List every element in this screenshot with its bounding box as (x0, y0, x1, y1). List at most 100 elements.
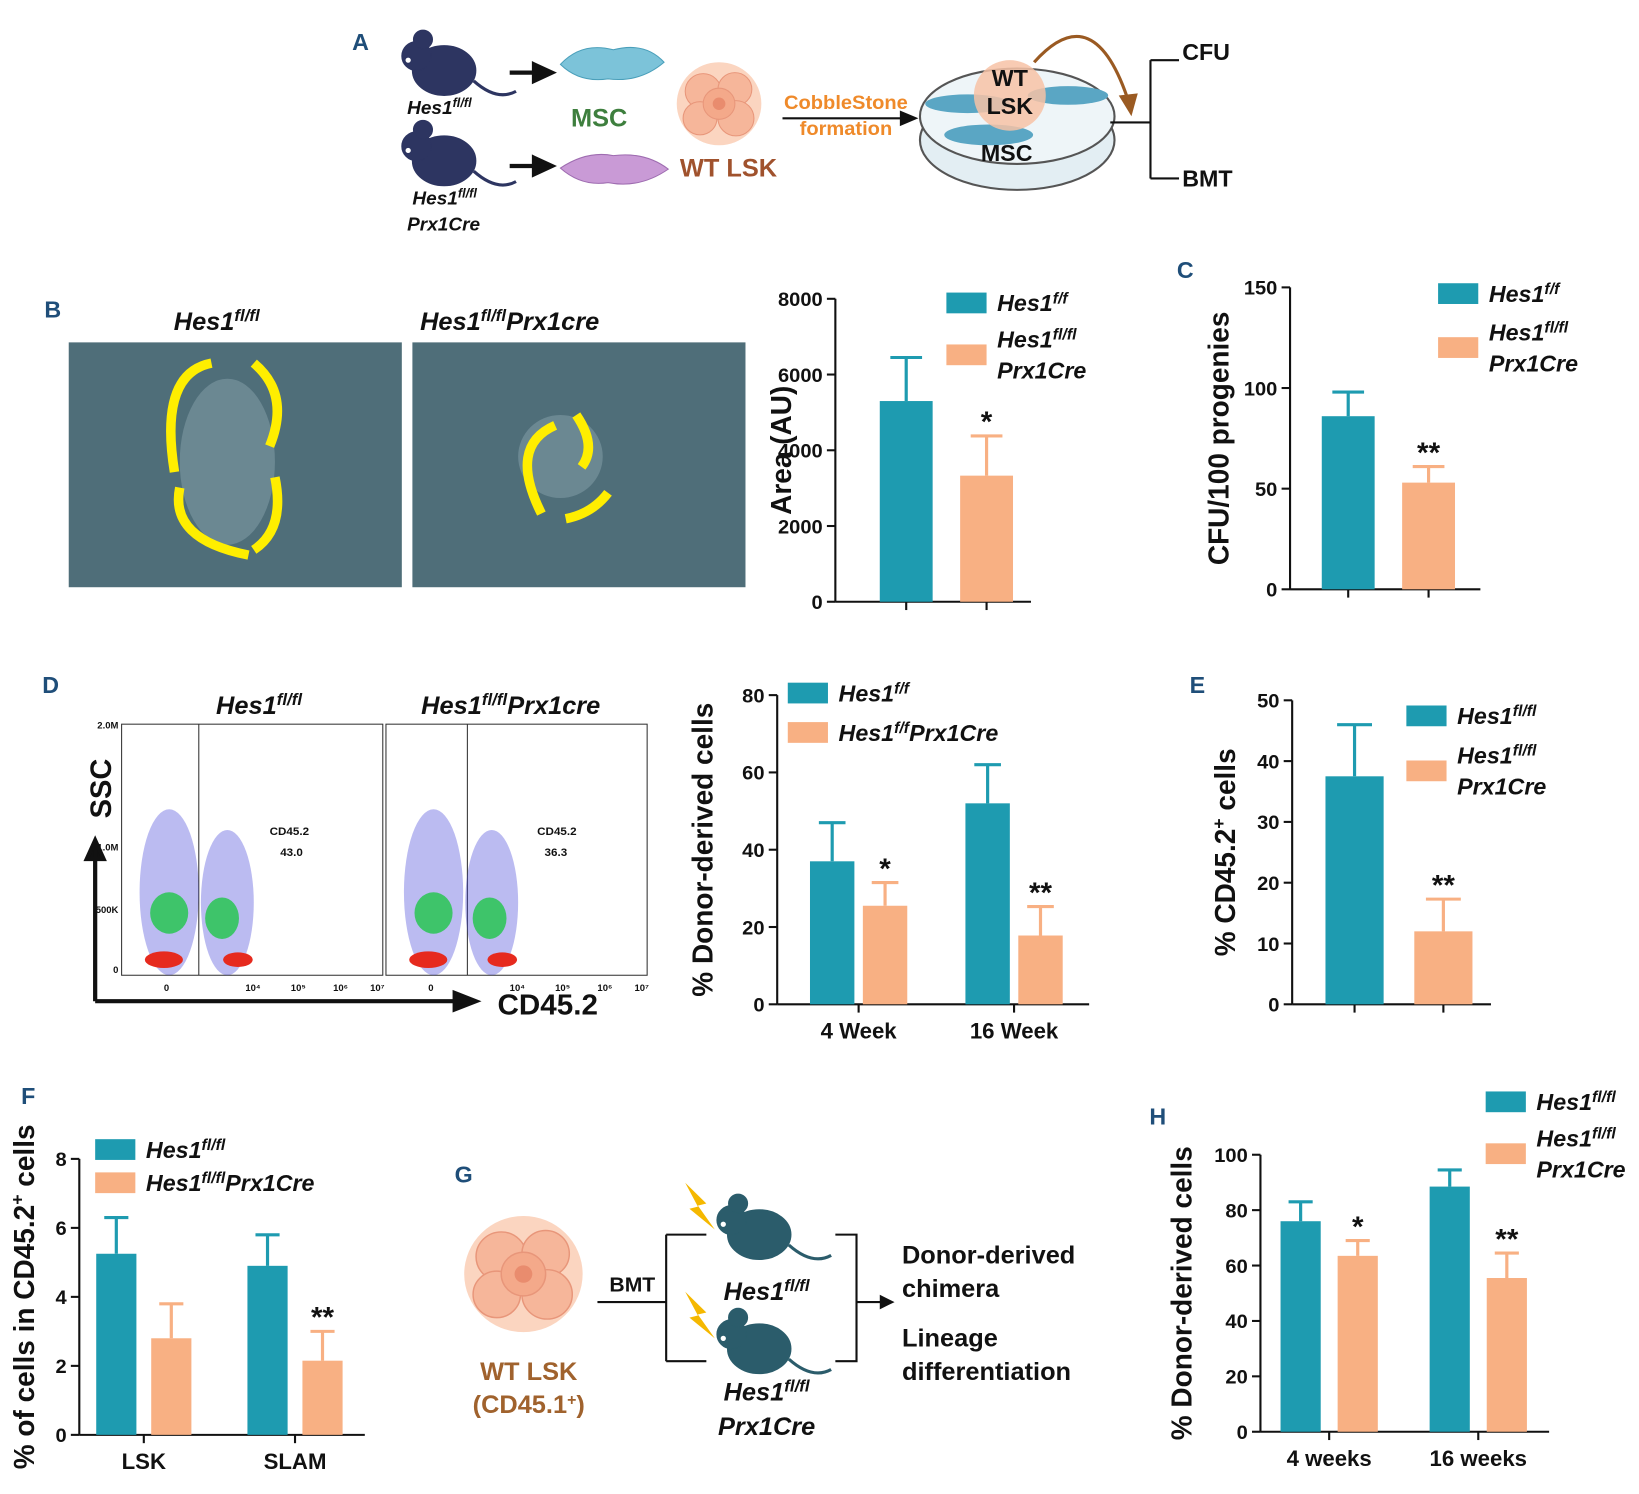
tick-label: 10⁷ (370, 982, 385, 993)
panel-label: H (1149, 1104, 1166, 1130)
text-part: Hes1 (1489, 320, 1545, 346)
y-tick-label: 40 (1257, 752, 1279, 774)
label: Donor-derived (902, 1242, 1075, 1270)
text-part: f/f (1544, 281, 1561, 298)
text-part: f/f (1053, 290, 1070, 307)
y-tick-label: 6000 (778, 365, 823, 387)
y-tick-label: 0 (812, 592, 823, 614)
text-part: % Donor-derived cells (686, 703, 718, 997)
legend-label: Hes1fl/fl (1489, 319, 1569, 345)
label: Lineage (902, 1325, 998, 1353)
gate-value: 36.3 (545, 847, 568, 859)
y-axis-label: % Donor-derived cells (686, 703, 718, 997)
legend-swatch (946, 292, 987, 314)
error-bar (104, 1215, 129, 1254)
legend-swatch (95, 1139, 136, 1160)
bar (862, 905, 908, 1005)
bar (151, 1338, 192, 1435)
legend-swatch (1406, 705, 1447, 727)
panel-label: D (42, 672, 59, 698)
mouse-label: Hes1fl/fl (407, 96, 472, 118)
label: differentiation (902, 1358, 1071, 1386)
y-tick-label: 4 (55, 1287, 66, 1309)
tick-label: 2.0M (97, 719, 118, 730)
gate-value: 43.0 (280, 847, 303, 859)
legend-label: Hes1fl/fl (146, 1137, 226, 1163)
bar (1280, 1221, 1321, 1432)
error-bar (970, 434, 1003, 476)
y-tick-label: 30 (1257, 812, 1279, 834)
label: (CD45.1+) (473, 1391, 585, 1419)
error-bar (1425, 897, 1461, 932)
panel-label: E (1190, 672, 1206, 698)
panel-label: F (21, 1083, 35, 1109)
x-tick-label: LSK (122, 1449, 167, 1474)
y-axis-label: CFU/100 progenies (1202, 312, 1234, 566)
x-tick-label: 4 Week (821, 1019, 898, 1044)
label: formation (800, 118, 893, 140)
msc-cell (559, 46, 665, 81)
axis-arrows (83, 835, 482, 1013)
text-part: Hes1 (839, 681, 895, 707)
text-part: Hes1 (997, 290, 1053, 316)
msc-cell (1027, 86, 1109, 105)
gate-label: CD45.2 (537, 826, 576, 838)
label: BMT (1182, 166, 1232, 192)
error-bar (310, 1329, 335, 1361)
outline (522, 412, 612, 524)
text-part: Hes1 (146, 1137, 202, 1163)
legend-swatch (1438, 337, 1479, 358)
mouse-label: Hes1fl/fl (724, 1376, 810, 1406)
text-part: Hes1 (1489, 281, 1545, 307)
error-bar (974, 763, 1001, 804)
legend-label: Hes1fl/fl (1536, 1089, 1616, 1115)
legend-label: Prx1Cre (1489, 351, 1578, 377)
significance: * (981, 406, 993, 439)
irradiation (685, 1291, 715, 1339)
y-tick-label: 60 (1225, 1256, 1247, 1278)
legend-swatch (1406, 760, 1447, 782)
error-bar (1332, 390, 1365, 417)
text-part: fl/fl (1592, 1125, 1616, 1142)
label: MSC (981, 140, 1033, 166)
bar (809, 861, 855, 1005)
mouse-label: Prx1Cre (407, 213, 480, 234)
legend-label: Hes1f/fPrx1Cre (839, 719, 999, 745)
y-tick-label: 50 (1255, 479, 1277, 501)
text-part: Area (AU) (765, 386, 797, 515)
bar-chart: 0 20 40 60 80 % Donor-derived cells 4 Week * 16 … (686, 680, 1090, 1044)
tick-label: 10⁵ (291, 982, 306, 993)
text-part: fl/fl (202, 1137, 226, 1154)
bar (96, 1253, 137, 1435)
y-tick-label: 0 (1266, 580, 1277, 602)
error-bar (871, 881, 899, 906)
diagram-a: A Hes1fl/fl Hes1fl/fl Prx1Cre MSC WT LSK… (352, 28, 1233, 234)
mouse-label: Hes1fl/fl (412, 187, 477, 209)
plot-frame (121, 723, 384, 976)
bar (1402, 482, 1456, 590)
text-part: % Donor-derived cells (1165, 1146, 1197, 1440)
y-tick-label: 2 (55, 1356, 66, 1378)
error-bar (818, 821, 846, 862)
legend-label: Hes1fl/fl (1536, 1125, 1616, 1151)
panel-label: A (352, 29, 369, 55)
y-tick-label: 40 (1225, 1311, 1247, 1333)
bar-chart: H 0 20 40 60 80 100 % Donor-derived cells 4 week… (1149, 1089, 1625, 1471)
tick-label: 0 (113, 964, 118, 975)
y-tick-label: 40 (742, 840, 764, 862)
text-part: fl/fl (1513, 742, 1537, 759)
y-tick-label: 50 (1257, 691, 1279, 713)
legend-label: Hes1fl/fl (1457, 703, 1537, 729)
gate-label: CD45.2 (270, 826, 309, 838)
error-bar (159, 1302, 184, 1339)
label: WT LSK (680, 155, 777, 183)
text-part: + (8, 1195, 28, 1205)
y-tick-label: 20 (1257, 873, 1279, 895)
legend-label: Hes1f/f (997, 290, 1069, 316)
y-tick-label: 60 (742, 763, 764, 785)
mouse-label: Prx1Cre (718, 1413, 815, 1441)
y-tick-label: 0 (1268, 995, 1279, 1017)
plot-frame (385, 723, 648, 976)
y-tick-label: 4000 (778, 441, 823, 463)
